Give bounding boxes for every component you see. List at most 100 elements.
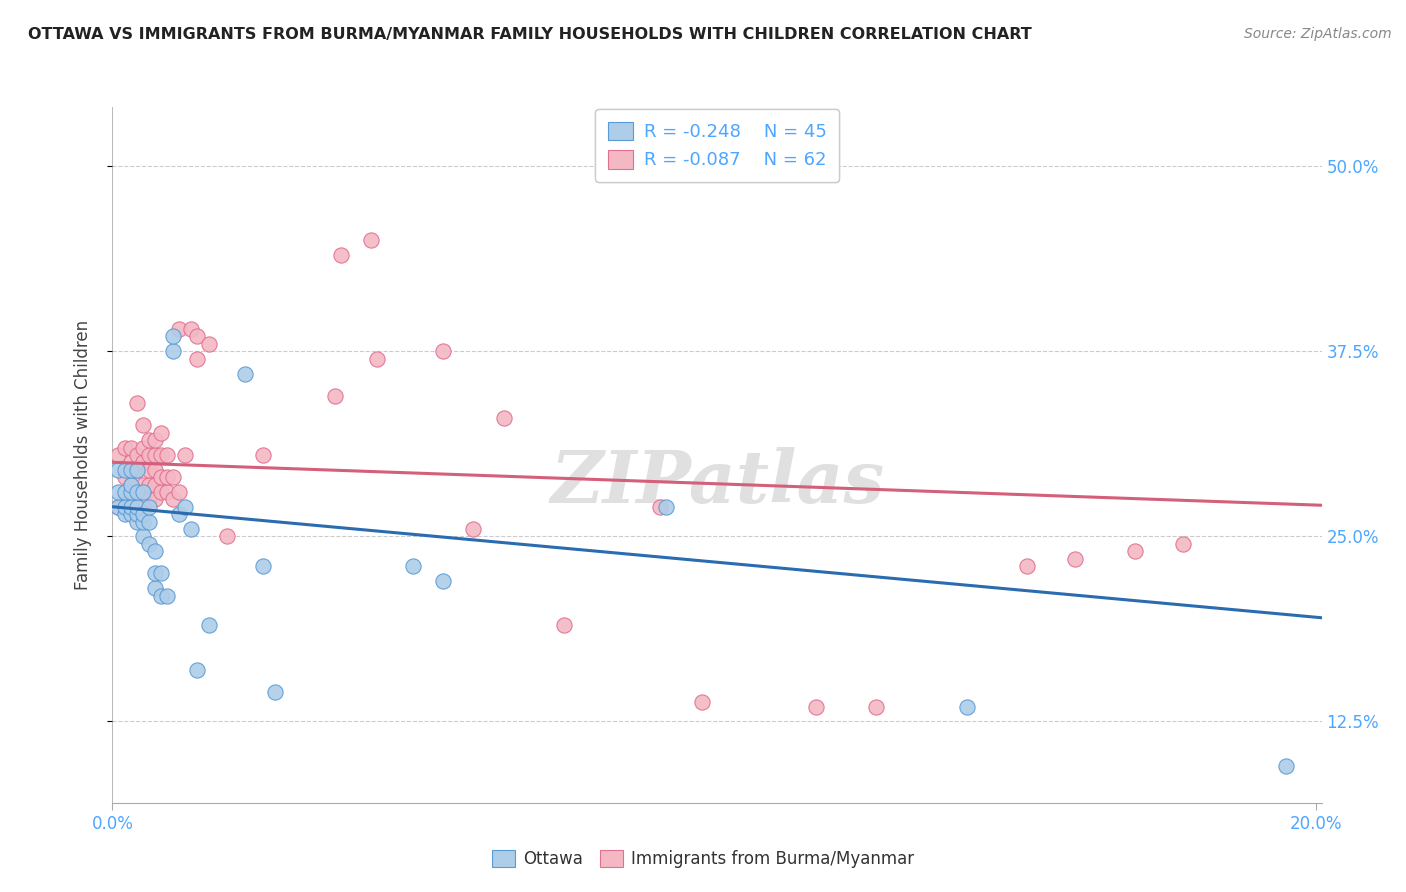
- Point: [492, 411, 515, 425]
- Y-axis label: Family Households with Children: Family Households with Children: [73, 320, 91, 590]
- Point: [252, 558, 274, 573]
- Point: [186, 663, 208, 677]
- Point: [107, 500, 129, 514]
- Point: [149, 566, 172, 581]
- Point: [264, 685, 287, 699]
- Point: [125, 463, 148, 477]
- Point: [167, 507, 190, 521]
- Point: [120, 441, 142, 455]
- Point: [131, 515, 153, 529]
- Point: [1173, 537, 1195, 551]
- Point: [1015, 558, 1038, 573]
- Point: [323, 389, 346, 403]
- Point: [180, 522, 202, 536]
- Point: [114, 484, 136, 499]
- Point: [432, 344, 454, 359]
- Legend: Ottawa, Immigrants from Burma/Myanmar: Ottawa, Immigrants from Burma/Myanmar: [485, 843, 921, 875]
- Point: [366, 351, 388, 366]
- Point: [197, 337, 219, 351]
- Point: [156, 448, 179, 462]
- Point: [143, 544, 166, 558]
- Point: [143, 463, 166, 477]
- Point: [149, 470, 172, 484]
- Point: [167, 322, 190, 336]
- Point: [138, 463, 160, 477]
- Point: [1274, 759, 1296, 773]
- Point: [125, 500, 148, 514]
- Point: [648, 500, 671, 514]
- Point: [125, 463, 148, 477]
- Text: Source: ZipAtlas.com: Source: ZipAtlas.com: [1244, 27, 1392, 41]
- Point: [149, 484, 172, 499]
- Point: [463, 522, 485, 536]
- Point: [107, 448, 129, 462]
- Point: [143, 566, 166, 581]
- Point: [131, 529, 153, 543]
- Point: [143, 492, 166, 507]
- Point: [167, 484, 190, 499]
- Point: [107, 500, 129, 514]
- Point: [143, 448, 166, 462]
- Point: [138, 448, 160, 462]
- Point: [125, 515, 148, 529]
- Point: [156, 589, 179, 603]
- Point: [114, 470, 136, 484]
- Point: [125, 448, 148, 462]
- Point: [956, 699, 979, 714]
- Point: [120, 455, 142, 469]
- Point: [143, 433, 166, 447]
- Point: [138, 492, 160, 507]
- Point: [186, 351, 208, 366]
- Point: [149, 448, 172, 462]
- Point: [131, 455, 153, 469]
- Point: [120, 507, 142, 521]
- Point: [149, 589, 172, 603]
- Point: [197, 618, 219, 632]
- Point: [107, 463, 129, 477]
- Point: [120, 477, 142, 491]
- Point: [114, 507, 136, 521]
- Point: [131, 441, 153, 455]
- Point: [138, 537, 160, 551]
- Point: [138, 433, 160, 447]
- Point: [215, 529, 238, 543]
- Point: [131, 477, 153, 491]
- Point: [186, 329, 208, 343]
- Point: [131, 418, 153, 433]
- Point: [120, 500, 142, 514]
- Point: [1064, 551, 1087, 566]
- Point: [114, 500, 136, 514]
- Point: [162, 329, 184, 343]
- Point: [330, 248, 353, 262]
- Legend: R = -0.248    N = 45, R = -0.087    N = 62: R = -0.248 N = 45, R = -0.087 N = 62: [595, 109, 839, 182]
- Point: [173, 448, 195, 462]
- Point: [156, 470, 179, 484]
- Point: [402, 558, 425, 573]
- Point: [114, 492, 136, 507]
- Point: [655, 500, 678, 514]
- Point: [865, 699, 887, 714]
- Point: [131, 507, 153, 521]
- Point: [114, 463, 136, 477]
- Point: [125, 484, 148, 499]
- Text: OTTAWA VS IMMIGRANTS FROM BURMA/MYANMAR FAMILY HOUSEHOLDS WITH CHILDREN CORRELAT: OTTAWA VS IMMIGRANTS FROM BURMA/MYANMAR …: [28, 27, 1032, 42]
- Point: [125, 396, 148, 410]
- Point: [131, 484, 153, 499]
- Point: [806, 699, 828, 714]
- Point: [131, 492, 153, 507]
- Point: [114, 441, 136, 455]
- Point: [120, 492, 142, 507]
- Text: ZIPatlas: ZIPatlas: [550, 447, 884, 518]
- Point: [252, 448, 274, 462]
- Point: [162, 470, 184, 484]
- Point: [233, 367, 256, 381]
- Point: [360, 233, 382, 247]
- Point: [162, 344, 184, 359]
- Point: [107, 484, 129, 499]
- Point: [120, 477, 142, 491]
- Point: [138, 500, 160, 514]
- Point: [120, 463, 142, 477]
- Point: [138, 477, 160, 491]
- Point: [690, 695, 713, 709]
- Point: [1123, 544, 1146, 558]
